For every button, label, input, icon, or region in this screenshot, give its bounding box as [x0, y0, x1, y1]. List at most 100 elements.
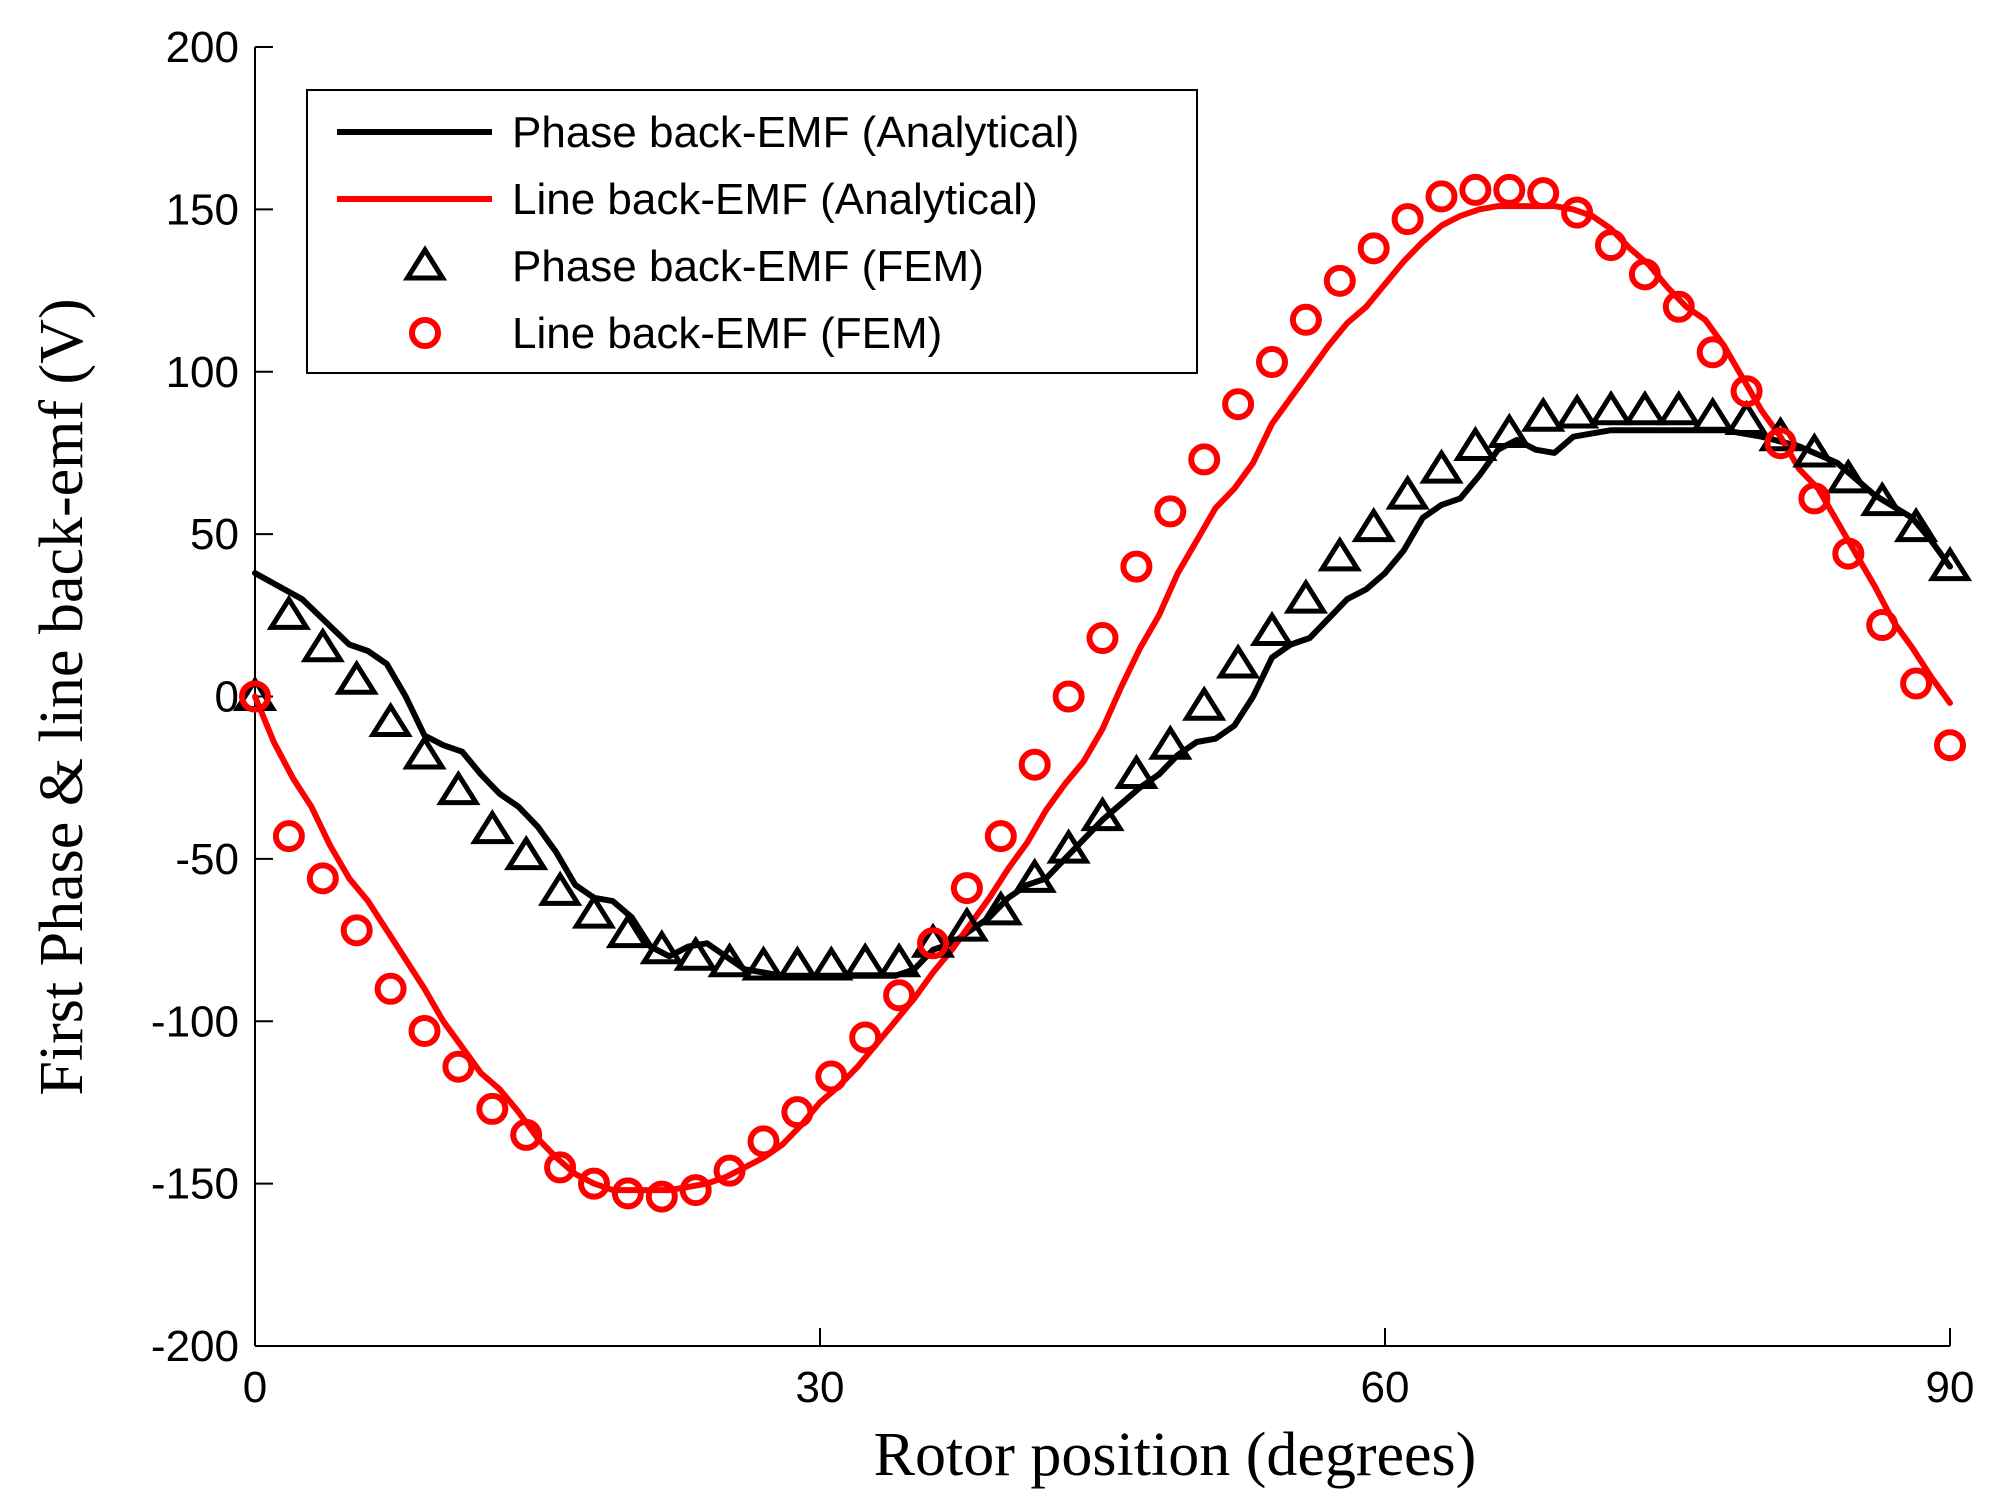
x-tick-label: 30 — [796, 1363, 845, 1412]
legend: Phase back-EMF (Analytical) Line back-EMF… — [306, 89, 1198, 374]
data-point-triangle — [1860, 480, 1905, 517]
data-point-circle — [1323, 264, 1356, 297]
data-point-triangle — [1622, 390, 1668, 426]
data-point-triangle — [1724, 399, 1769, 435]
data-point-triangle — [1419, 448, 1464, 484]
data-point-triangle — [876, 942, 922, 978]
data-point-circle — [408, 1014, 441, 1047]
data-point-triangle — [1249, 610, 1295, 647]
data-point-triangle — [1826, 458, 1871, 494]
data-point-circle — [1595, 229, 1627, 262]
data-point-triangle — [571, 893, 617, 929]
legend-label: Line back-EMF (Analytical) — [512, 175, 1038, 224]
data-point-circle — [1154, 495, 1187, 528]
data-point-circle — [781, 1096, 814, 1129]
data-point-circle — [1120, 550, 1153, 583]
legend-label: Line back-EMF (FEM) — [512, 309, 942, 358]
data-point-circle — [815, 1060, 848, 1093]
x-axis-title: Rotor position (degrees) — [874, 1421, 1477, 1489]
series-line — [252, 427, 1953, 979]
data-point-circle — [1696, 336, 1729, 369]
data-point-circle — [984, 820, 1017, 853]
data-point-triangle — [1554, 393, 1600, 429]
y-tick-label: -150 — [151, 1160, 239, 1209]
x-tick-label: 90 — [1926, 1363, 1975, 1412]
y-tick-label: -50 — [175, 835, 239, 884]
data-point-circle — [1357, 232, 1390, 265]
data-point-triangle — [1148, 724, 1193, 760]
x-tick-label: 0 — [243, 1363, 267, 1412]
data-point-triangle — [1182, 685, 1227, 721]
data-point-circle — [306, 862, 339, 895]
data-point-circle — [1018, 748, 1051, 781]
legend-label: Phase back-EMF (Analytical) — [512, 108, 1079, 157]
x-tick-label: 60 — [1361, 1363, 1410, 1412]
data-point-circle — [1934, 729, 1966, 762]
data-point-triangle — [402, 734, 447, 770]
data-point-circle — [950, 872, 983, 905]
data-point-triangle — [1656, 390, 1701, 426]
data-point-circle — [442, 1050, 475, 1083]
y-tick-label: 100 — [166, 348, 239, 397]
data-point-triangle — [300, 627, 345, 663]
data-point-circle — [747, 1125, 780, 1158]
data-point-triangle — [741, 945, 786, 981]
data-point-circle — [510, 1118, 543, 1151]
data-point-circle — [1493, 173, 1526, 206]
y-tick-label: -100 — [151, 997, 239, 1046]
data-point-triangle — [537, 870, 583, 906]
data-point-triangle — [843, 942, 888, 978]
data-point-triangle — [1588, 390, 1634, 426]
data-point-triangle — [944, 906, 990, 942]
data-point-circle — [1086, 622, 1119, 655]
y-tick-label: -200 — [151, 1322, 239, 1371]
data-point-circle — [917, 927, 949, 960]
data-point-circle — [1289, 303, 1322, 336]
data-point-triangle — [605, 912, 651, 949]
data-point-circle — [1188, 443, 1221, 476]
data-point-circle — [849, 1021, 882, 1054]
data-point-circle — [1459, 173, 1492, 206]
data-point-circle — [1798, 482, 1831, 515]
series-4 — [239, 173, 1966, 1213]
y-tick-label: 200 — [166, 23, 239, 72]
data-point-circle — [883, 979, 916, 1012]
data-point-triangle — [978, 890, 1023, 926]
data-point-circle — [1900, 667, 1933, 700]
y-axis-title: First Phase & line back-emf (V) — [28, 298, 96, 1095]
data-point-triangle — [1283, 578, 1329, 614]
data-point-circle — [645, 1180, 678, 1213]
data-point-triangle — [1893, 506, 1939, 543]
data-point-triangle — [368, 701, 413, 737]
data-point-circle — [1052, 680, 1085, 713]
data-point-triangle — [1351, 506, 1396, 543]
data-point-triangle — [1317, 536, 1362, 572]
data-point-triangle — [1453, 425, 1498, 461]
data-point-circle — [713, 1154, 746, 1187]
data-point-circle — [1222, 388, 1255, 421]
data-point-circle — [1764, 427, 1797, 460]
legend-label: Phase back-EMF (FEM) — [512, 242, 984, 291]
data-point-triangle — [673, 935, 718, 971]
data-point-triangle — [1114, 753, 1159, 789]
data-point-circle — [611, 1177, 644, 1210]
data-point-circle — [1832, 537, 1865, 570]
data-point-triangle — [1487, 412, 1532, 448]
data-point-circle — [1425, 180, 1458, 213]
data-point-triangle — [1690, 396, 1735, 432]
data-point-triangle — [504, 834, 549, 871]
series-1 — [252, 427, 1953, 979]
data-point-circle — [1561, 196, 1594, 229]
data-point-circle — [1628, 258, 1661, 291]
data-point-circle — [1527, 177, 1560, 210]
data-point-triangle — [1080, 795, 1125, 832]
data-point-triangle — [436, 769, 481, 806]
data-point-circle — [272, 820, 305, 853]
data-point-triangle — [707, 942, 752, 978]
y-tick-label: 150 — [166, 185, 239, 234]
data-point-circle — [340, 914, 373, 947]
y-tick-label: 50 — [190, 510, 239, 559]
data-point-circle — [1866, 609, 1899, 642]
data-point-triangle — [470, 808, 515, 845]
